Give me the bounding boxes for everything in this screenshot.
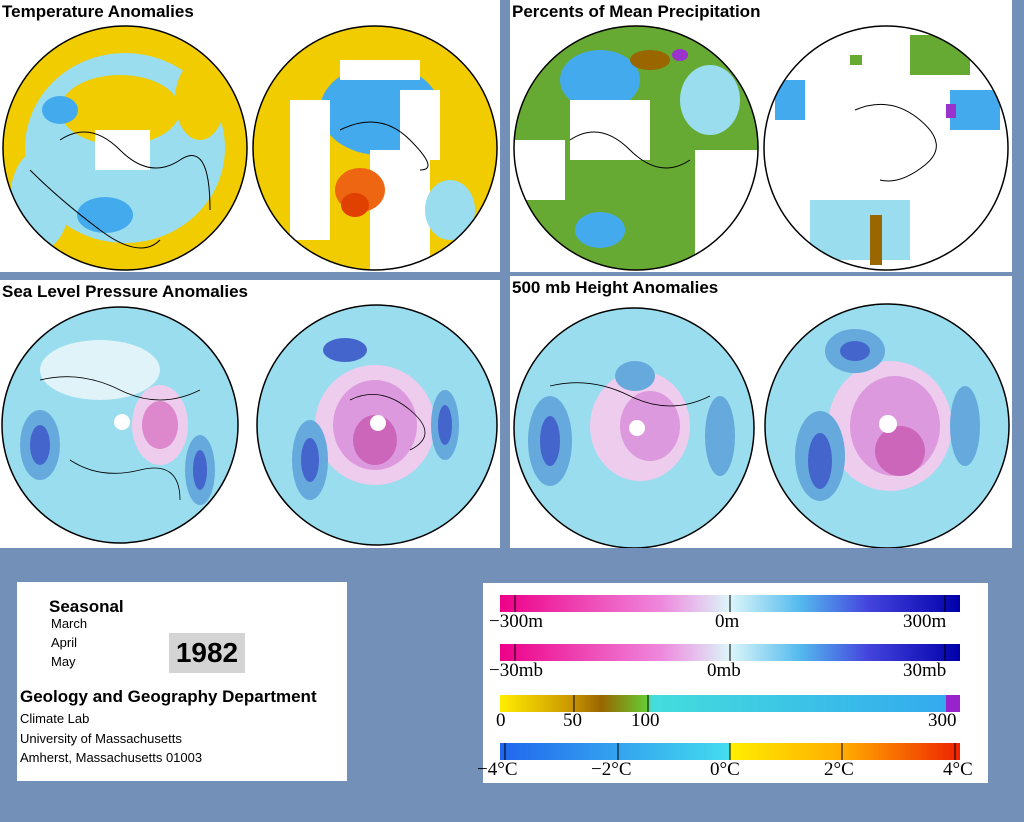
temperature-southern-hemisphere (253, 26, 497, 270)
precipitation-panel: Percents of Mean Precipitation (510, 0, 1012, 272)
temp-minus4-label: −4°C (477, 759, 518, 780)
pressure-mid-label: 0mb (707, 660, 741, 681)
precipitation-southern-hemisphere (764, 26, 1008, 270)
lab-label: Climate Lab (20, 711, 90, 726)
info-box: Seasonal March April May 1982 Geology an… (17, 582, 347, 781)
height-left-label: −300m (489, 611, 543, 632)
height-mid-label: 0m (715, 611, 740, 632)
height-title: 500 mb Height Anomalies (512, 278, 721, 298)
pressure-right-label: 30mb (903, 660, 947, 681)
temperature-panel: Temperature Anomalies (0, 0, 500, 272)
season-label: Seasonal (49, 597, 124, 616)
height-northern-hemisphere (514, 308, 754, 548)
precip-300-label: 300 (928, 710, 957, 731)
temperature-title: Temperature Anomalies (2, 2, 196, 22)
precip-colorbar (500, 695, 960, 712)
legend-bars (500, 595, 960, 760)
slp-title: Sea Level Pressure Anomalies (2, 282, 251, 302)
pressure-left-label: −30mb (489, 660, 543, 681)
department-label: Geology and Geography Department (20, 687, 317, 706)
height-southern-hemisphere (765, 304, 1009, 548)
temperature-maps (2, 25, 498, 271)
month-april: April (51, 635, 78, 650)
temp-0-label: 0°C (710, 759, 740, 780)
color-legend: −300m 0m 300m −30mb 0mb 30mb 0 50 100 30… (477, 583, 988, 783)
precipitation-title: Percents of Mean Precipitation (512, 2, 763, 22)
precipitation-maps (513, 25, 1009, 271)
slp-panel: Sea Level Pressure Anomalies (0, 280, 500, 548)
month-may: May (51, 654, 76, 669)
precip-100-label: 100 (631, 710, 660, 731)
temperature-northern-hemisphere (3, 26, 247, 270)
slp-southern-hemisphere (257, 305, 497, 545)
height-maps (513, 303, 1010, 548)
temp-2-label: 2°C (824, 759, 854, 780)
height-panel: 500 mb Height Anomalies (510, 276, 1012, 548)
year-label: 1982 (169, 633, 245, 673)
height-right-label: 300m (903, 611, 947, 632)
address-label: Amherst, Massachusetts 01003 (20, 750, 203, 765)
precip-50-label: 50 (563, 710, 582, 731)
precip-0-label: 0 (496, 710, 506, 731)
temp-4-label: 4°C (943, 759, 973, 780)
university-label: University of Massachusetts (20, 731, 182, 746)
precipitation-northern-hemisphere (514, 26, 758, 270)
month-march: March (51, 616, 88, 631)
slp-maps (1, 304, 498, 546)
temp-minus2-label: −2°C (591, 759, 632, 780)
slp-northern-hemisphere (2, 307, 238, 543)
